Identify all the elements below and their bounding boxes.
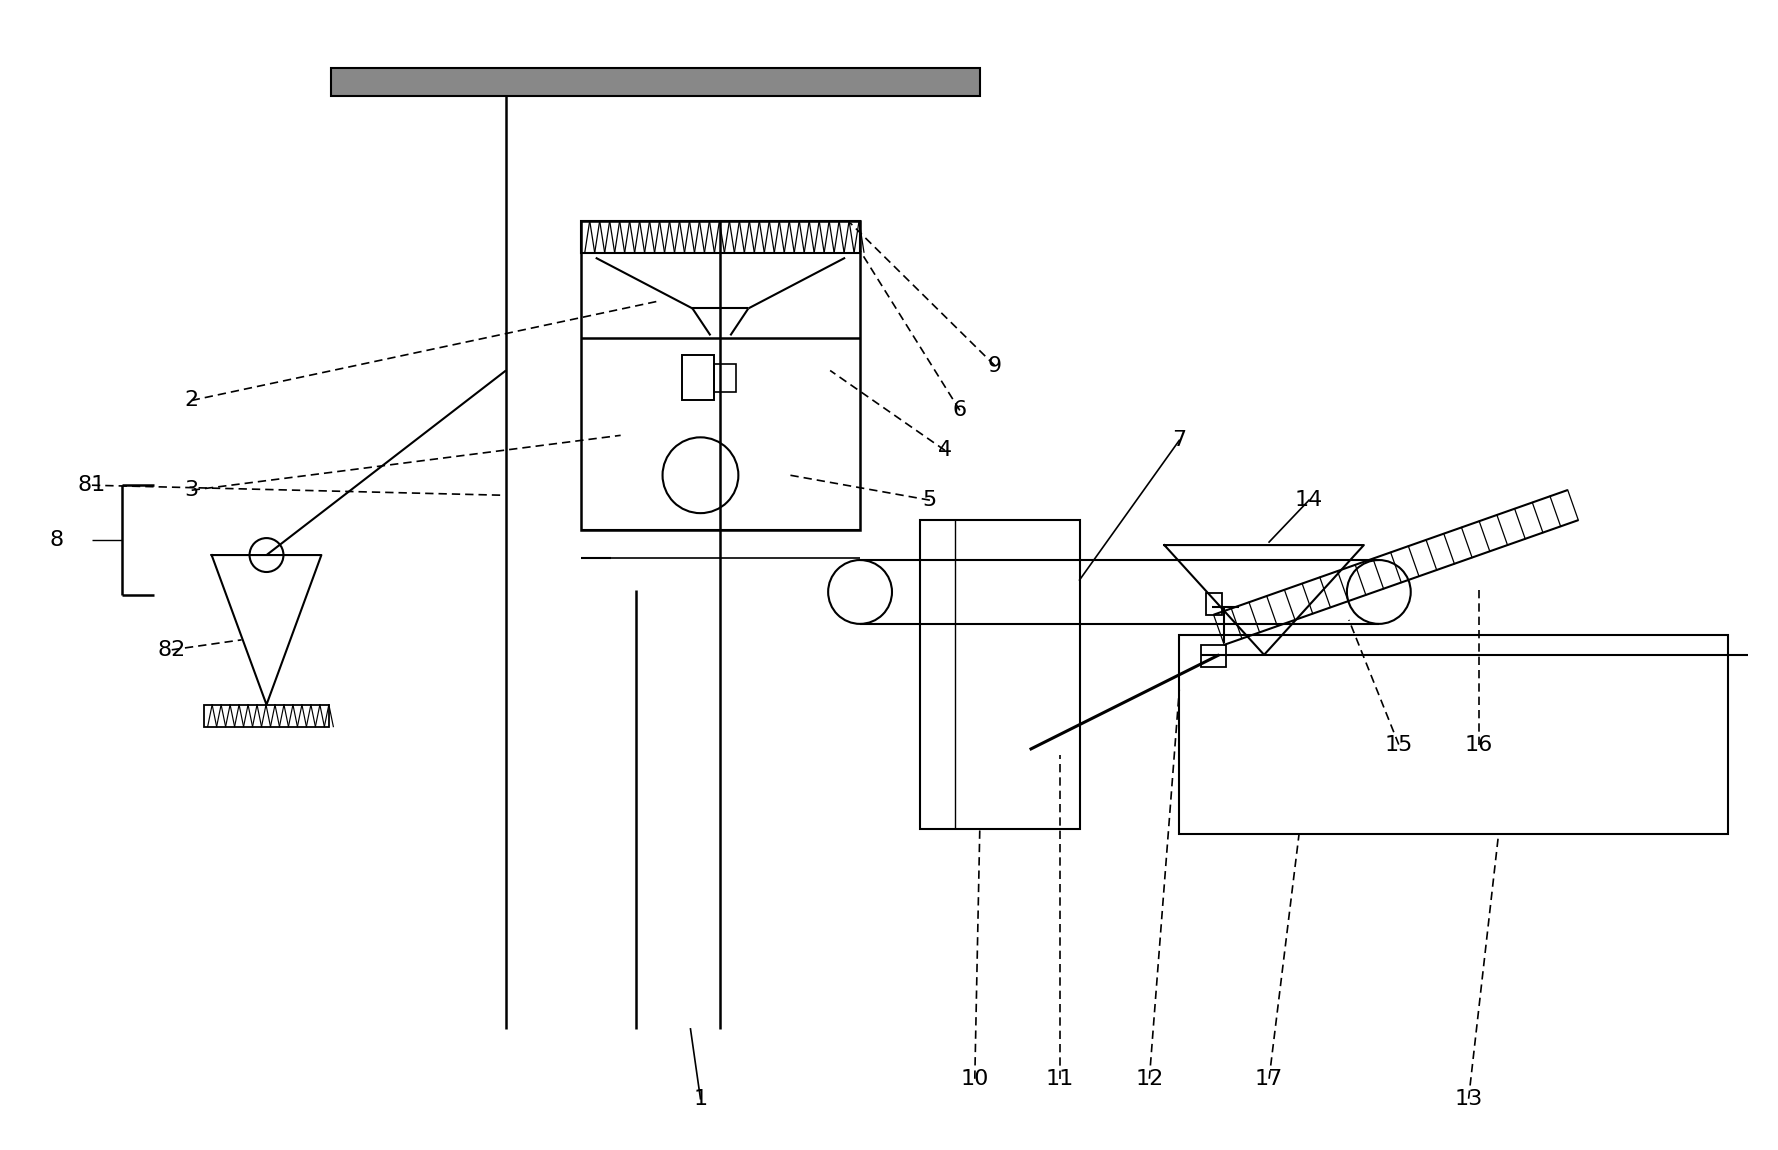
Bar xyxy=(1179,635,1728,835)
Text: 81: 81 xyxy=(78,475,107,496)
Text: 11: 11 xyxy=(1045,1068,1074,1089)
Text: 5: 5 xyxy=(923,490,937,511)
Bar xyxy=(715,365,736,392)
Text: 14: 14 xyxy=(1294,490,1323,511)
Text: 8: 8 xyxy=(50,530,64,550)
Text: 6: 6 xyxy=(953,400,967,421)
Text: 16: 16 xyxy=(1465,735,1494,754)
Bar xyxy=(919,520,1079,829)
Text: 1: 1 xyxy=(693,1089,708,1109)
Bar xyxy=(204,705,329,727)
Bar xyxy=(1205,593,1221,615)
Text: 13: 13 xyxy=(1454,1089,1483,1109)
Text: 4: 4 xyxy=(937,440,951,460)
Text: 2: 2 xyxy=(185,390,199,411)
Text: 10: 10 xyxy=(960,1068,989,1089)
Bar xyxy=(581,221,861,253)
Bar xyxy=(581,221,861,530)
Text: 3: 3 xyxy=(185,481,199,500)
Text: 82: 82 xyxy=(158,639,187,660)
Text: 9: 9 xyxy=(989,355,1001,376)
Text: 17: 17 xyxy=(1255,1068,1284,1089)
Text: 7: 7 xyxy=(1172,430,1186,451)
Bar xyxy=(683,355,715,400)
Bar xyxy=(1202,645,1227,667)
Text: 15: 15 xyxy=(1385,735,1414,754)
Text: 12: 12 xyxy=(1134,1068,1163,1089)
Bar xyxy=(331,68,980,97)
